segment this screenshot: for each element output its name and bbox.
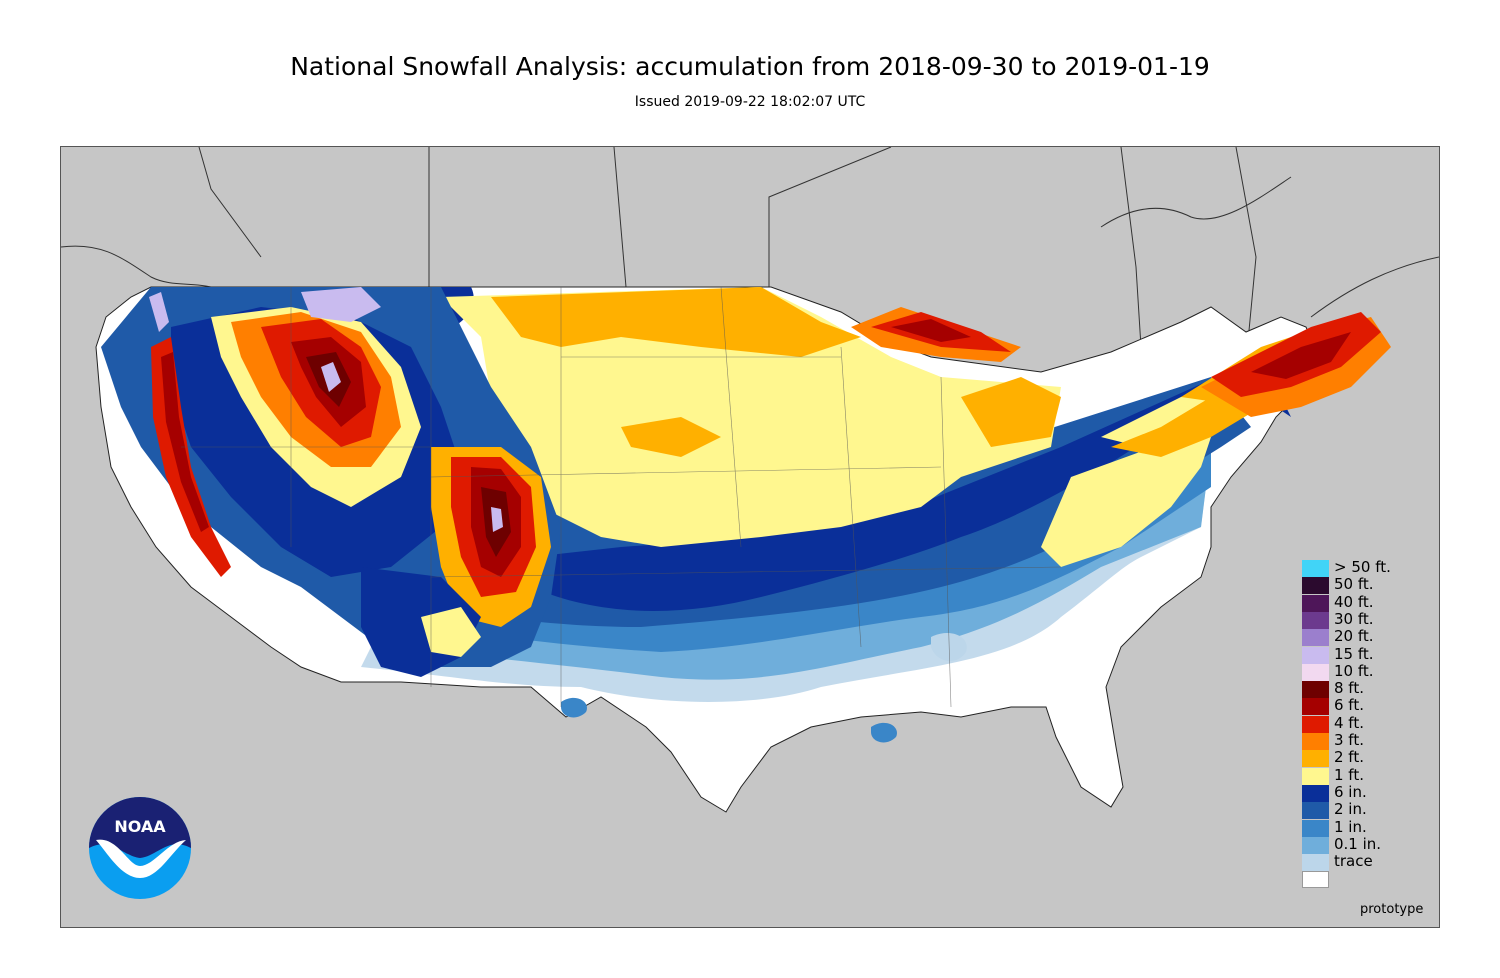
legend-row: 20 ft. — [1302, 627, 1422, 647]
map-svg — [61, 147, 1439, 813]
country-borders — [198, 147, 1257, 363]
map-title: National Snowfall Analysis: accumulation… — [290, 52, 1210, 81]
legend-swatch — [1302, 715, 1329, 733]
legend-label: 2 ft. — [1334, 748, 1364, 767]
legend-label: 15 ft. — [1334, 644, 1374, 663]
legend-swatch — [1302, 854, 1329, 872]
coastlines-north — [61, 176, 1439, 318]
legend-row: 2 ft. — [1302, 748, 1422, 768]
legend-swatch — [1302, 767, 1329, 785]
legend-swatch — [1302, 836, 1329, 854]
state-borders — [181, 286, 1062, 708]
legend-label: 6 in. — [1334, 782, 1367, 801]
legend-label: > 50 ft. — [1334, 558, 1391, 576]
legend-row — [1302, 871, 1422, 889]
legend-swatch — [1302, 784, 1329, 802]
legend-swatch — [1302, 611, 1329, 629]
legend-row: 6 in. — [1302, 782, 1422, 802]
legend-label: 2 in. — [1334, 800, 1367, 819]
noaa-logo-text: NOAA — [114, 817, 166, 836]
legend-swatch — [1302, 577, 1329, 595]
legend-label: 8 ft. — [1334, 679, 1364, 698]
legend-row: 2 in. — [1302, 800, 1422, 820]
legend-label: 3 ft. — [1334, 731, 1364, 749]
legend-row: 50 ft. — [1302, 575, 1422, 595]
legend-row: 6 ft. — [1302, 696, 1422, 716]
legend-swatch — [1302, 594, 1329, 612]
prototype-label: prototype — [1360, 902, 1424, 917]
legend-swatch — [1302, 733, 1329, 750]
legend-label: 40 ft. — [1334, 592, 1374, 611]
issued-timestamp: Issued 2019-09-22 18:02:07 UTC — [634, 94, 866, 110]
legend-label: 20 ft. — [1334, 627, 1374, 646]
legend-swatch — [1302, 802, 1329, 820]
legend-swatch — [1302, 646, 1329, 664]
legend-row: 3 ft. — [1302, 731, 1422, 750]
legend-row: 1 ft. — [1302, 765, 1422, 785]
legend-label: 4 ft. — [1334, 713, 1364, 732]
legend-row: 40 ft. — [1302, 592, 1422, 612]
legend-swatch — [1302, 629, 1329, 647]
legend-row: 15 ft. — [1302, 644, 1422, 664]
legend-swatch — [1302, 560, 1329, 577]
legend-row: 1 in. — [1302, 817, 1422, 837]
legend-swatch — [1302, 750, 1329, 768]
legend-swatch — [1302, 698, 1329, 716]
legend-row: 10 ft. — [1302, 661, 1422, 681]
snowfall-map — [60, 146, 1440, 928]
legend-row: > 50 ft. — [1302, 558, 1422, 577]
legend-row: 30 ft. — [1302, 609, 1422, 629]
legend-row: trace — [1302, 852, 1422, 872]
legend-label: 50 ft. — [1334, 575, 1374, 594]
legend-row: 0.1 in. — [1302, 834, 1422, 854]
noaa-logo-icon: NOAA — [88, 796, 192, 900]
legend-label: 0.1 in. — [1334, 834, 1382, 853]
legend-swatch — [1302, 663, 1329, 681]
legend-swatch — [1302, 819, 1329, 837]
legend-label: 10 ft. — [1334, 661, 1374, 680]
legend-label: 30 ft. — [1334, 609, 1374, 628]
legend-label: trace — [1334, 852, 1373, 871]
legend-row: 8 ft. — [1302, 679, 1422, 699]
snowfall-field — [95, 286, 1391, 813]
legend-label: 1 in. — [1334, 817, 1367, 836]
legend-swatch — [1302, 871, 1329, 889]
legend-label: 6 ft. — [1334, 696, 1364, 715]
legend-label: 1 ft. — [1334, 765, 1364, 784]
legend-swatch — [1302, 681, 1329, 699]
legend-row: 4 ft. — [1302, 713, 1422, 733]
